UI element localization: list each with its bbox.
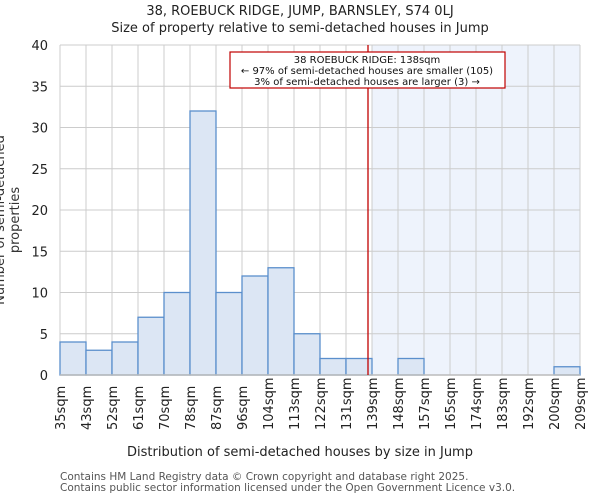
y-tick-label: 15 [31,245,48,260]
x-tick-label: 174sqm [470,377,485,430]
attribution-footer: Contains HM Land Registry data © Crown c… [60,472,515,494]
attribution-line-1: Contains HM Land Registry data © Crown c… [60,471,469,483]
y-tick-label: 10 [31,287,48,302]
annotation-box [229,51,506,89]
chart-subtitle: Size of property relative to semi-detach… [111,21,489,36]
histogram-bar [59,341,87,376]
y-tick-label: 20 [31,204,48,219]
histogram-bar [111,341,139,376]
y-tick-label: 5 [40,328,48,343]
histogram-bar [137,316,165,376]
y-tick-label: 40 [31,39,48,54]
x-tick-label: 209sqm [574,377,589,430]
annotation-line-1: 38 ROEBUCK RIDGE: 138sqm [294,55,441,66]
y-axis-label: Number of semi-detached properties [0,135,23,305]
x-tick-label: 157sqm [418,377,433,430]
x-tick-label: 43sqm [80,386,95,430]
histogram-bar [163,291,191,376]
histogram-bar [267,267,295,376]
histogram-bar [241,275,269,376]
x-tick-label: 52sqm [106,386,121,430]
histogram-bar [553,366,581,376]
x-tick-label: 78sqm [184,386,199,430]
histogram-bar [215,291,243,376]
x-tick-label: 122sqm [314,377,329,430]
x-tick-label: 96sqm [236,386,251,430]
x-tick-label: 104sqm [262,377,277,430]
attribution-line-2: Contains public sector information licen… [60,482,516,494]
x-tick-label: 87sqm [210,386,225,430]
x-tick-label: 200sqm [548,377,563,430]
y-tick-label: 30 [31,122,48,137]
x-axis-label: Distribution of semi-detached houses by … [127,445,473,460]
annotation-line-2: ← 97% of semi-detached houses are smalle… [241,66,493,77]
y-tick-label: 0 [40,369,48,384]
x-tick-label: 131sqm [340,377,355,430]
x-tick-label: 183sqm [496,377,511,430]
x-tick-label: 61sqm [132,386,147,430]
x-tick-label: 139sqm [366,377,381,430]
histogram-bar [293,333,321,376]
histogram-bar [189,110,217,376]
y-tick-label: 35 [31,80,48,95]
annotation-line-3: 3% of semi-detached houses are larger (3… [254,77,480,88]
x-tick-label: 148sqm [392,377,407,430]
histogram-bar [397,357,425,376]
x-tick-label: 165sqm [444,377,459,430]
x-tick-label: 35sqm [54,386,69,430]
x-tick-label: 113sqm [288,377,303,430]
x-tick-label: 192sqm [522,377,537,430]
histogram-bar [85,349,113,376]
x-tick-label: 70sqm [158,386,173,430]
y-tick-label: 25 [31,163,48,178]
histogram-bar [319,357,347,376]
chart-title: 38, ROEBUCK RIDGE, JUMP, BARNSLEY, S74 0… [146,4,454,19]
